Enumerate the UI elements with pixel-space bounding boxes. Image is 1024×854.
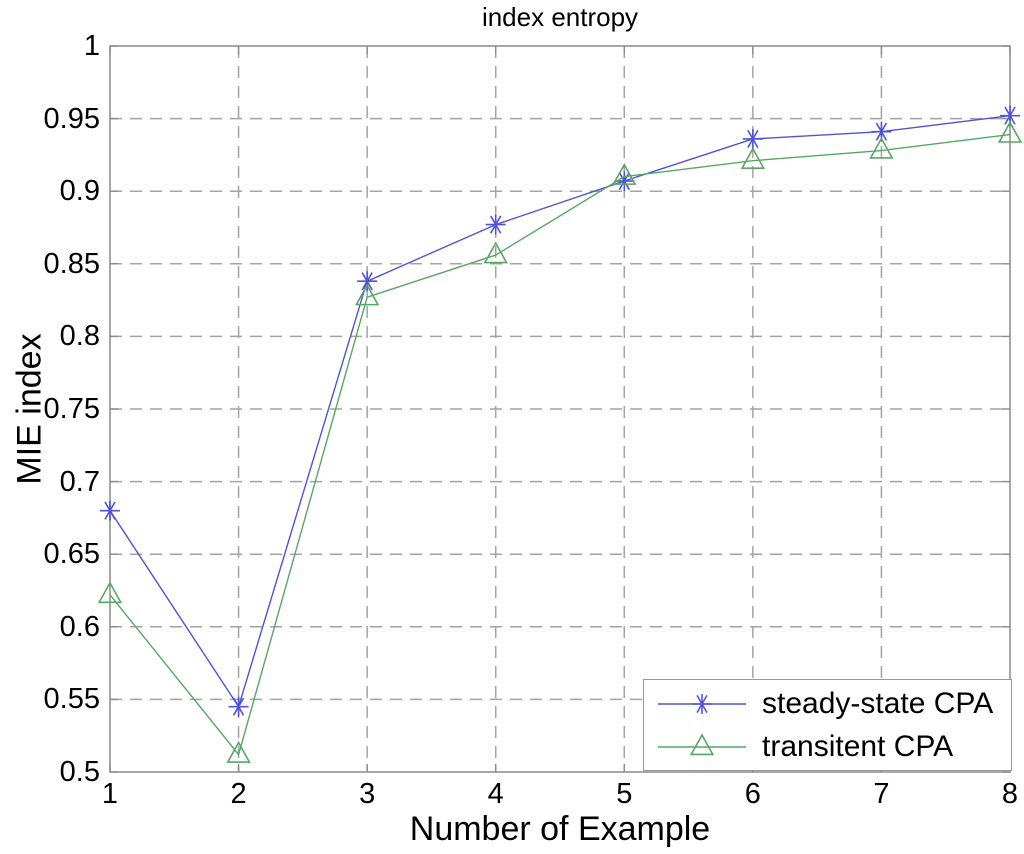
- triangle-marker: [226, 740, 251, 763]
- triangle-marker: [354, 283, 380, 306]
- y-tick-label: 0.55: [43, 683, 100, 716]
- x-tick-label: 1: [101, 778, 119, 810]
- series-line: [109, 115, 1011, 709]
- legend-label: steady-state CPA: [762, 686, 994, 720]
- y-tick-label: 0.9: [59, 175, 100, 208]
- x-tick-label: 6: [744, 778, 761, 810]
- legend: steady-state CPA transitent CPA: [643, 679, 1012, 771]
- triangle-marker: [97, 581, 123, 604]
- y-tick-label: 1: [83, 30, 100, 62]
- y-tick-label: 0.85: [43, 247, 100, 280]
- triangle-marker: [869, 136, 894, 159]
- chart-title: index entropy: [481, 2, 639, 32]
- axis-box: [109, 45, 1011, 773]
- y-tick-label: 0.5: [59, 756, 100, 788]
- triangle-marker: [740, 147, 766, 169]
- y-tick-label: 0.95: [43, 102, 100, 135]
- x-axis-label: Number of Example: [409, 810, 711, 848]
- triangle-marker: [997, 120, 1023, 143]
- x-tick-label: 5: [616, 778, 633, 810]
- legend-item: transitent CPA: [654, 725, 1011, 768]
- x-tick-label: 7: [873, 778, 890, 810]
- y-tick-label: 0.6: [59, 610, 100, 643]
- x-tick-label: 3: [359, 778, 376, 810]
- x-tick-label: 4: [487, 778, 504, 810]
- y-tick-label: 0.65: [43, 538, 100, 571]
- series-line: [109, 133, 1011, 757]
- triangle-marker: [483, 241, 508, 264]
- triangle-marker: [612, 163, 637, 185]
- legend-item: steady-state CPA: [654, 682, 1011, 725]
- legend-swatch: [658, 732, 746, 755]
- x-tick-label: 8: [1001, 778, 1019, 810]
- y-tick-label: 0.75: [43, 393, 100, 425]
- y-axis-label: MIE index: [10, 333, 49, 485]
- x-tick-label: 2: [230, 778, 247, 810]
- legend-swatch: [658, 693, 746, 714]
- y-tick-label: 0.8: [59, 320, 100, 353]
- legend-label: transitent CPA: [762, 729, 954, 763]
- y-tick-label: 0.7: [59, 465, 100, 498]
- triangle-marker: [689, 732, 715, 755]
